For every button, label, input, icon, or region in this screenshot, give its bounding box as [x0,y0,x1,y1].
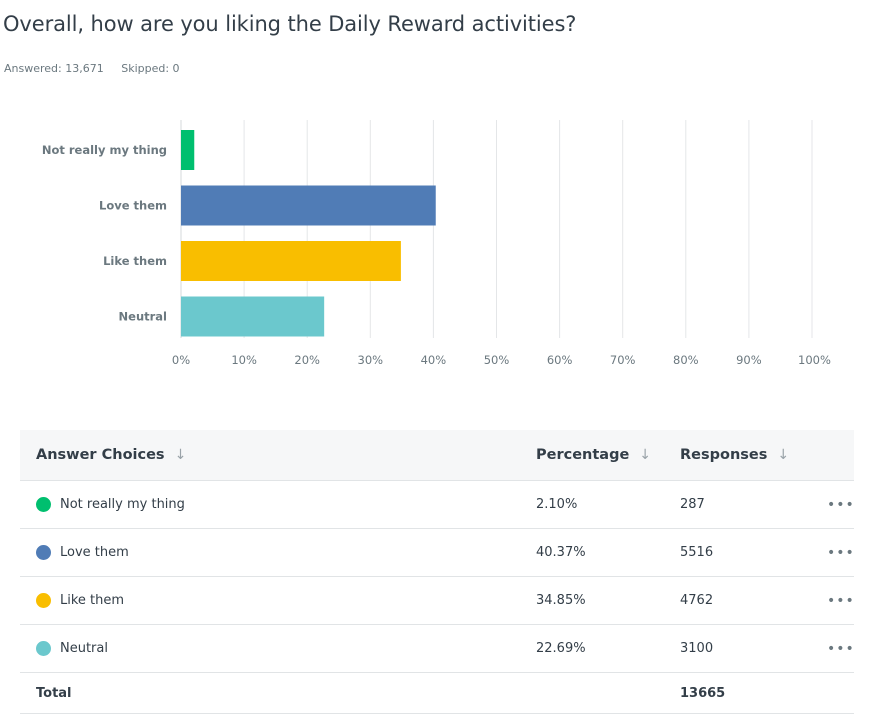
color-dot-icon [36,545,51,560]
category-label: Like them [103,254,167,268]
response-meta: Answered: 13,671 Skipped: 0 [4,62,194,75]
header-responses-label: Responses [680,447,768,463]
x-tick-label: 70% [610,353,636,367]
results-header: Answer Choices ↓ Percentage ↓ Responses … [20,430,854,481]
more-options-icon[interactable]: ••• [827,592,855,609]
choice-label: Not really my thing [60,497,185,512]
header-percentage-label: Percentage [536,447,630,463]
responses-value: 3100 [680,641,714,656]
category-label: Not really my thing [42,143,167,157]
x-tick-label: 50% [484,353,510,367]
choice-label: Like them [60,593,125,608]
header-responses[interactable]: Responses ↓ [680,447,789,463]
question-title: Overall, how are you liking the Daily Re… [3,12,577,36]
x-tick-label: 100% [798,353,831,367]
x-tick-label: 60% [547,353,573,367]
category-label: Love them [99,199,167,213]
x-tick-label: 80% [673,353,699,367]
x-tick-label: 20% [294,353,320,367]
total-label: Total [36,685,72,701]
header-answer-choices[interactable]: Answer Choices ↓ [36,447,186,463]
x-tick-label: 40% [421,353,447,367]
sort-arrow-icon[interactable]: ↓ [777,447,790,463]
table-row: Like them 34.85% 4762 ••• [20,577,854,625]
bar[interactable] [181,130,195,170]
bar[interactable] [181,296,325,337]
category-label: Neutral [119,310,167,324]
choice-label: Love them [60,545,129,560]
sort-arrow-icon[interactable]: ↓ [174,447,187,463]
table-row: Neutral 22.69% 3100 ••• [20,625,854,673]
total-responses: 13665 [680,685,726,701]
percentage-value: 2.10% [536,497,578,512]
color-dot-icon [36,497,51,512]
table-row: Not really my thing 2.10% 287 ••• [20,481,854,529]
x-tick-label: 10% [231,353,257,367]
header-answer-label: Answer Choices [36,447,165,463]
answered-count: Answered: 13,671 [4,62,104,75]
responses-value: 287 [680,497,705,512]
more-options-icon[interactable]: ••• [827,496,855,513]
bar-chart-svg: 0% 10% 20% 30% 40% 50% 60% 70% 80% 90% 100% Not rea… [42,120,831,367]
percentage-value: 22.69% [536,641,586,656]
color-dot-icon [36,593,51,608]
sort-arrow-icon[interactable]: ↓ [639,447,652,463]
bar[interactable] [181,241,401,281]
color-dot-icon [36,641,51,656]
table-row: Love them 40.37% 5516 ••• [20,529,854,577]
x-tick-label: 30% [358,353,384,367]
bar-chart: 0% 10% 20% 30% 40% 50% 60% 70% 80% 90% 100% Not rea… [0,100,875,390]
x-tick-label: 90% [736,353,762,367]
skipped-count: Skipped: 0 [121,62,180,75]
bar[interactable] [181,185,436,226]
choice-label: Neutral [60,641,108,656]
responses-value: 5516 [680,545,714,560]
total-row: Total 13665 [20,673,854,714]
x-tick-label: 0% [172,353,190,367]
more-options-icon[interactable]: ••• [827,640,855,657]
responses-value: 4762 [680,593,714,608]
percentage-value: 40.37% [536,545,586,560]
header-percentage[interactable]: Percentage ↓ [536,447,651,463]
percentage-value: 34.85% [536,593,586,608]
results-table: Answer Choices ↓ Percentage ↓ Responses … [20,430,854,714]
more-options-icon[interactable]: ••• [827,544,855,561]
